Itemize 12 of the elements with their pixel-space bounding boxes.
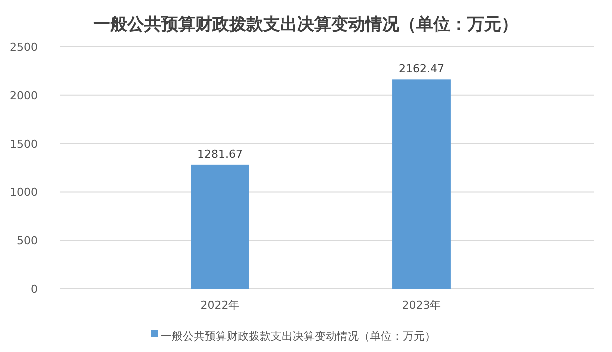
y-tick-label: 1000 bbox=[10, 186, 38, 200]
x-tick-label: 2022年 bbox=[200, 299, 240, 312]
chart-title: 一般公共预算财政拨款支出决算变动情况（单位：万元） bbox=[94, 15, 518, 35]
x-tick-label: 2023年 bbox=[402, 299, 442, 312]
y-tick-label: 2000 bbox=[10, 89, 38, 102]
y-tick-label: 2500 bbox=[10, 41, 38, 54]
y-tick-label: 1500 bbox=[10, 138, 38, 151]
data-label: 2162.47 bbox=[398, 62, 444, 76]
legend-label: 一般公共预算财政拨款支出决算变动情况（单位：万元） bbox=[161, 330, 436, 344]
y-tick-label: 0 bbox=[31, 283, 38, 296]
y-tick-label: 500 bbox=[17, 234, 38, 248]
data-label: 1281.67 bbox=[198, 148, 244, 161]
